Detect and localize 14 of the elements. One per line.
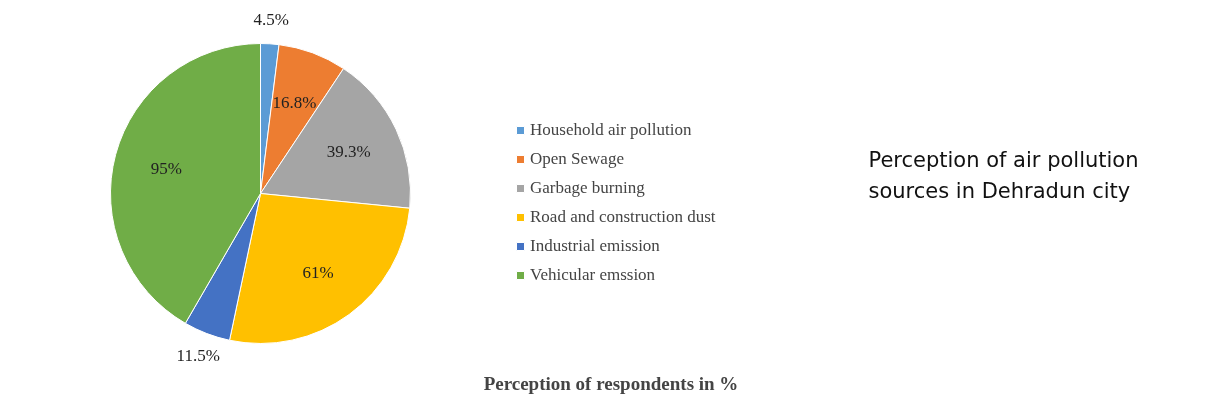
data-label: 16.8% — [272, 92, 317, 112]
data-label: 11.5% — [176, 346, 220, 366]
data-label: 61% — [302, 262, 334, 282]
legend-label: Garbage burning — [530, 178, 645, 198]
data-label: 39.3% — [326, 142, 371, 162]
legend-label: Vehicular emssion — [530, 265, 656, 285]
legend-label: Household air pollution — [530, 120, 692, 140]
data-label: 95% — [150, 158, 182, 178]
legend-label: Road and construction dust — [530, 207, 716, 227]
data-label: 4.5% — [253, 10, 289, 30]
text: Perception of respondents in % — [483, 372, 739, 394]
legend-label: Open Sewage — [530, 149, 624, 169]
legend-label: Industrial emission — [530, 236, 660, 256]
text: Perception of air pollution sources in Dehradun city — [868, 147, 1139, 204]
